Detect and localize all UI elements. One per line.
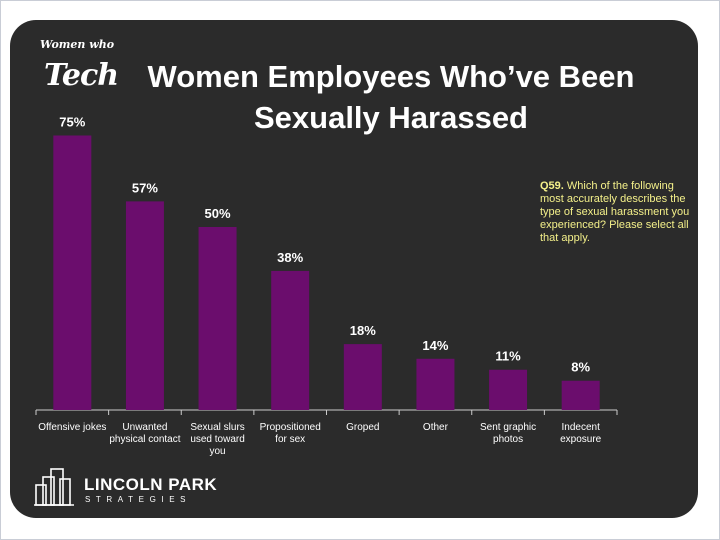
chart-title: Women Employees Who’ve Been Sexually Har… <box>147 59 635 135</box>
bar-chart: 75% Offensive jokes 57% Unwanted physical co… <box>35 115 618 457</box>
bar <box>125 201 164 410</box>
data-label: 11% <box>495 349 521 364</box>
lincoln-park-name: LINCOLN PARK <box>84 475 218 494</box>
data-label: 8% <box>571 360 590 375</box>
category-label: Sexual slurs used toward you <box>190 422 244 457</box>
category-label: Offensive jokes <box>38 422 106 433</box>
category-label: Groped <box>346 422 379 433</box>
bar <box>343 344 382 410</box>
logo-line-2: Tech <box>44 58 119 93</box>
category-label: Sent graphic photos <box>480 422 536 445</box>
data-label: 50% <box>205 206 231 221</box>
bar <box>53 135 92 410</box>
logo-line-1: Women who <box>40 38 115 51</box>
bar <box>271 270 310 410</box>
data-label: 57% <box>132 180 158 195</box>
category-label: Propositioned for sex <box>260 422 321 445</box>
lincoln-park-logo: LINCOLN PARK STRATEGIES <box>34 465 234 507</box>
data-label: 18% <box>350 323 376 338</box>
question-number: Q59. <box>540 180 564 192</box>
data-label: 38% <box>277 250 303 265</box>
category-label: Unwanted physical contact <box>109 422 180 445</box>
category-label: Other <box>423 422 449 433</box>
building-icon <box>34 468 74 506</box>
category-label: Indecent exposure <box>560 422 602 445</box>
question-note: Q59. Which of the following most accurat… <box>540 180 690 245</box>
bar <box>561 380 600 410</box>
data-label: 14% <box>422 338 448 353</box>
question-text: Which of the following most accurately d… <box>540 180 690 244</box>
slide: Women who Tech Women Employees Who’ve Be… <box>10 20 698 518</box>
bar <box>198 227 237 410</box>
lincoln-park-subtitle: STRATEGIES <box>85 495 192 504</box>
women-who-tech-logo: Women who Tech <box>34 34 119 98</box>
data-label: 75% <box>59 115 85 130</box>
bar <box>489 369 528 410</box>
bar <box>416 358 455 410</box>
